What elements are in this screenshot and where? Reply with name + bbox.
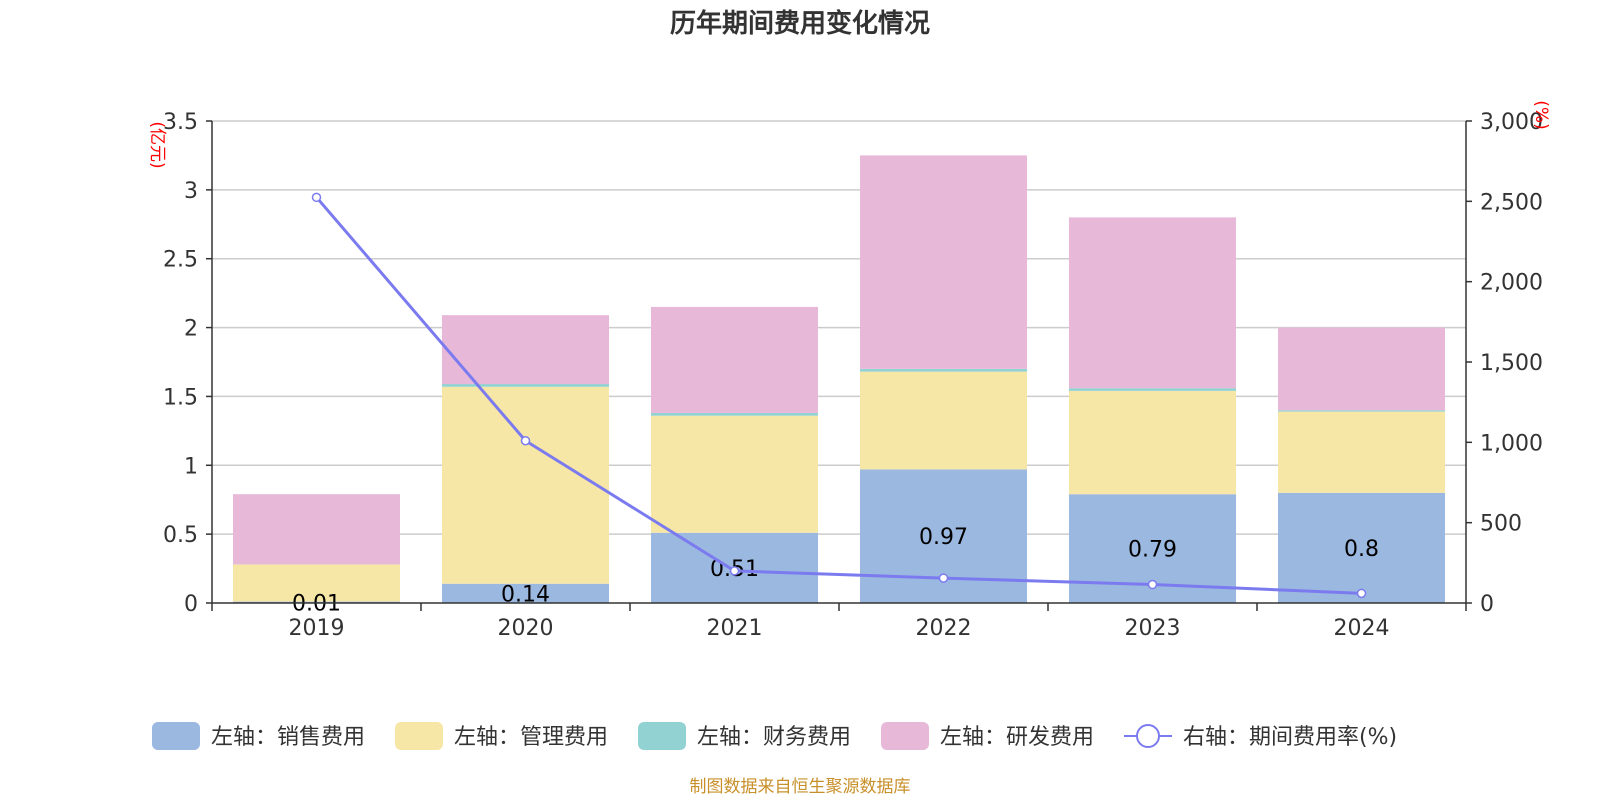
ratio-point bbox=[1147, 579, 1158, 590]
left-axis-tick-label: 3.5 bbox=[163, 110, 198, 135]
bar-segment bbox=[442, 384, 609, 387]
bar-segment bbox=[442, 583, 609, 603]
bar-segment bbox=[233, 564, 400, 602]
right-axis-tick-label: 2,500 bbox=[1480, 190, 1543, 215]
bar-segment bbox=[442, 315, 609, 385]
legend-swatch bbox=[152, 722, 200, 750]
axes: 0 0.5 1 1.5 2 2.5 3 3.5 0 500 1,000 1,500 2,000 2,500… bbox=[163, 110, 1543, 641]
left-axis-tick-label: 1.5 bbox=[163, 385, 198, 410]
left-axis-unit: (亿元) bbox=[147, 121, 167, 168]
bar-data-label: 0.01 bbox=[292, 591, 341, 616]
right-axis-unit: (%) bbox=[1531, 100, 1551, 129]
ratio-point bbox=[520, 435, 531, 446]
legend-swatch bbox=[395, 722, 443, 750]
left-axis-tick-label: 3 bbox=[184, 179, 198, 204]
bar-segment bbox=[651, 306, 818, 413]
bar-segment bbox=[1278, 492, 1445, 603]
grid-lines bbox=[212, 120, 1466, 535]
ratio-line bbox=[315, 196, 1362, 595]
x-axis-tick-label: 2021 bbox=[707, 616, 763, 641]
legend-swatch bbox=[638, 722, 686, 750]
x-axis-tick-label: 2020 bbox=[498, 616, 554, 641]
bar-segment bbox=[1278, 410, 1445, 412]
ratio-point bbox=[729, 566, 740, 576]
bar-data-label: 0.79 bbox=[1128, 538, 1177, 563]
legend-label: 左轴：财务费用 bbox=[697, 725, 851, 750]
ratio-point bbox=[311, 192, 322, 203]
ratio-point bbox=[938, 573, 949, 583]
x-axis-tick-label: 2019 bbox=[289, 616, 345, 641]
legend-label: 左轴：管理费用 bbox=[454, 725, 608, 750]
bar-segment bbox=[1278, 327, 1445, 411]
bar-series bbox=[233, 155, 1445, 603]
bar-segment bbox=[860, 371, 1027, 470]
legend-swatch bbox=[881, 722, 929, 750]
source-footer: 制图数据来自恒生聚源数据库 bbox=[690, 777, 911, 797]
legend-label: 右轴：期间费用率(%) bbox=[1183, 725, 1397, 750]
chart-title: 历年期间费用变化情况 bbox=[670, 8, 930, 39]
bar-segment bbox=[860, 155, 1027, 369]
legend: 左轴：销售费用 左轴：管理费用 左轴：财务费用 左轴：研发费用 右轴：期间费用率(%) bbox=[152, 722, 1397, 750]
right-axis-tick-label: 500 bbox=[1480, 512, 1522, 537]
bar-segment bbox=[1069, 217, 1236, 389]
right-axis-tick-label: 0 bbox=[1480, 592, 1494, 617]
legend-label: 左轴：销售费用 bbox=[211, 725, 365, 750]
bar-segment bbox=[651, 412, 818, 416]
bar-segment bbox=[651, 415, 818, 533]
left-axis-tick-label: 0 bbox=[184, 592, 198, 617]
x-axis-tick-label: 2024 bbox=[1334, 616, 1390, 641]
bar-segment bbox=[442, 386, 609, 584]
bar-data-labels: 0.010.140.510.970.790.8 bbox=[292, 525, 1379, 616]
legend-label: 左轴：研发费用 bbox=[940, 725, 1094, 750]
right-axis-tick-label: 1,500 bbox=[1480, 351, 1543, 376]
x-axis-tick-label: 2023 bbox=[1125, 616, 1181, 641]
left-axis-tick-label: 2.5 bbox=[163, 248, 198, 273]
left-axis-tick-label: 0.5 bbox=[163, 523, 198, 548]
ratio-line-series bbox=[311, 192, 1367, 599]
bar-segment bbox=[860, 368, 1027, 372]
right-axis-tick-label: 2,000 bbox=[1480, 271, 1543, 296]
right-axis-tick-label: 3,000 bbox=[1480, 110, 1543, 135]
bar-data-label: 0.97 bbox=[919, 525, 968, 550]
bar-segment bbox=[1069, 390, 1236, 495]
ratio-point bbox=[1356, 588, 1367, 599]
bar-segment bbox=[1278, 411, 1445, 493]
bar-segment bbox=[1069, 388, 1236, 391]
left-axis-tick-label: 2 bbox=[184, 317, 198, 342]
right-axis-tick-label: 1,000 bbox=[1480, 431, 1543, 456]
legend-marker bbox=[1136, 724, 1160, 748]
bar-data-label: 0.8 bbox=[1344, 537, 1379, 562]
bar-segment bbox=[233, 494, 400, 565]
left-axis-tick-label: 1 bbox=[184, 454, 198, 479]
x-axis-tick-label: 2022 bbox=[916, 616, 972, 641]
